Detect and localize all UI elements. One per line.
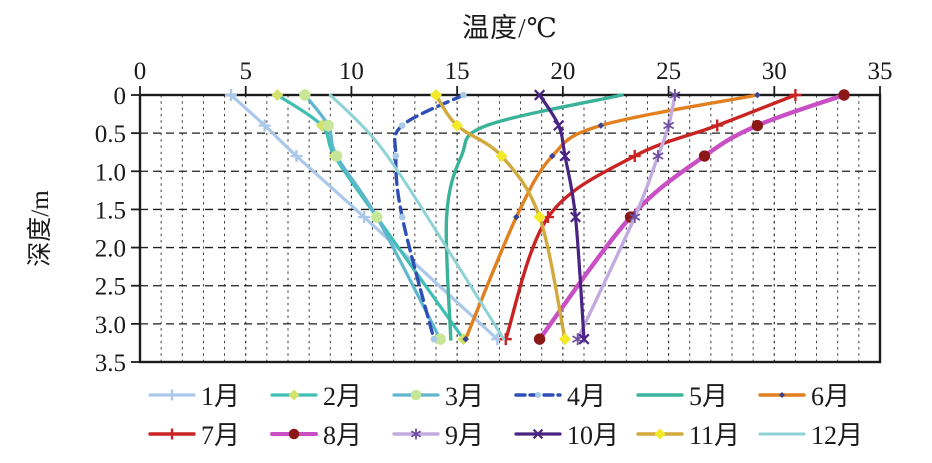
y-tick-label: 3.5 [95,350,126,374]
legend-label: 5月 [689,382,729,411]
legend-item-8月: 8月 [270,415,392,452]
series-6月 [462,91,761,343]
legend-label: 6月 [811,382,851,411]
legend-sample-2月 [270,389,318,400]
y-axis-label: 深度/m [26,190,54,267]
series-10月 [534,89,590,345]
legend-sample-1月 [148,389,196,400]
legend-item-5月: 5月 [636,376,758,413]
x-tick-label: 20 [550,58,575,85]
series-11月 [430,89,571,346]
legend-label: 8月 [323,421,363,450]
x-tick-label: 0 [134,58,147,85]
legend-label: 11月 [689,421,741,450]
y-tick-label: 1.0 [95,159,126,186]
x-tick-label: 5 [239,58,252,85]
legend-item-1月: 1月 [148,376,270,413]
legend-label: 7月 [201,421,241,450]
legend-row-2: 7月 8月 9月 10月 11月 12月 [148,415,908,452]
legend-row-1: 1月 2月 3月 4月 5月 6月 [148,376,908,413]
legend-item-7月: 7月 [148,415,270,452]
series-5月 [444,93,624,341]
legend-item-6月: 6月 [758,376,880,413]
legend-sample-5月 [636,392,684,397]
legend-label: 2月 [323,382,363,411]
legend-sample-4月 [514,391,562,398]
chart-title: 温度/℃ [462,13,558,43]
series-9月 [572,89,681,346]
y-tick-label: 2.0 [95,236,126,263]
x-tick-label: 25 [656,58,681,85]
chart-canvas: 0 5 10 15 20 25 30 35 0 0.5 1.0 1.5 2.0 2.5 3.0 3.5 深度/m [26,58,893,374]
legend-sample-12月 [758,432,806,435]
y-tick-label: 0.5 [95,121,126,148]
legend-label: 1月 [201,382,241,411]
series-8月 [533,89,850,345]
legend-item-12月: 12月 [758,415,880,452]
legend-item-9月: 9月 [392,415,514,452]
plot-border [138,93,882,364]
x-tick-label: 10 [339,58,364,85]
legend-sample-9月 [392,428,440,439]
axes: 0 5 10 15 20 25 30 35 0 0.5 1.0 1.5 2.0 2.5 3.0 3.5 深度/m [26,58,893,374]
legend-sample-8月 [270,428,318,439]
y-tick-label: 1.5 [95,197,126,224]
y-tick-label: 0 [114,83,127,110]
legend-label: 10月 [567,421,620,450]
series-4月 [392,91,467,343]
y-tick-label: 2.5 [95,274,126,301]
legend-sample-6月 [758,391,806,398]
y-tick-label: 3.0 [95,312,126,339]
legend-sample-10月 [514,428,562,439]
chart-legend: 1月 2月 3月 4月 5月 6月 7月 8月 9月 10月 11月 12月 [148,376,908,452]
legend-item-2月: 2月 [270,376,392,413]
legend-sample-7月 [148,428,196,439]
x-tick-label: 30 [762,58,787,85]
legend-item-11月: 11月 [636,415,758,452]
legend-label: 4月 [567,382,607,411]
x-tick-label: 15 [445,58,470,85]
legend-label: 9月 [445,421,485,450]
legend-item-10月: 10月 [514,415,636,452]
series-3月 [299,89,446,345]
series-2月 [271,89,470,346]
legend-sample-11月 [636,428,684,439]
x-tick-label: 35 [868,58,893,85]
legend-sample-3月 [392,389,440,400]
legend-item-3月: 3月 [392,376,514,413]
legend-label: 12月 [811,421,864,450]
legend-label: 3月 [445,382,485,411]
legend-item-4月: 4月 [514,376,636,413]
series-12月 [328,93,506,341]
